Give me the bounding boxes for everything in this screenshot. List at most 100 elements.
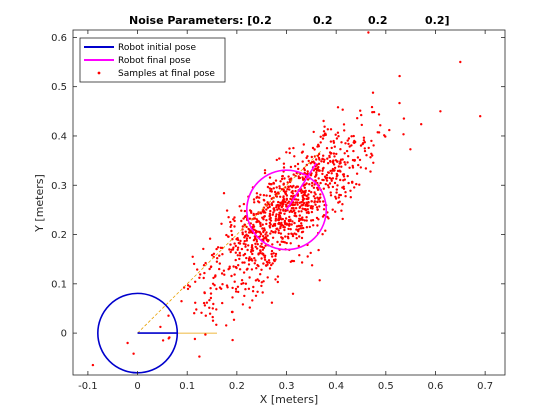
sample-point [245,239,248,242]
sample-point [319,196,322,199]
sample-point [276,280,279,284]
sample-point [289,197,292,201]
sample-point [316,188,320,191]
sample-point [296,162,300,166]
sample-point [288,188,291,191]
sample-point [358,158,362,162]
title-part-2: 0.2 [313,14,333,27]
sample-point [301,196,305,199]
sample-point [283,241,286,244]
sample-point [248,276,251,279]
sample-point [358,183,361,186]
sample-point [315,206,319,209]
sample-point [284,235,287,238]
sample-point [339,160,342,163]
sample-point [161,339,165,342]
sample-point [329,194,333,197]
sample-point [279,201,282,204]
sample-point [300,224,303,227]
sample-point [312,169,316,172]
sample-point [346,139,349,142]
sample-point [284,217,288,220]
sample-point [350,144,353,147]
sample-point [439,110,442,113]
sample-point [230,229,233,233]
sample-point [225,284,229,287]
x-tick-label: 0.5 [378,381,394,392]
sample-point [335,152,338,156]
sample-point [291,233,294,236]
sample-point [274,278,277,281]
sample-point [257,264,260,268]
sample-point [311,219,315,222]
sample-point [239,239,242,243]
sample-point [315,169,319,172]
sample-point [295,185,299,188]
sample-point [280,205,283,209]
sample-point [354,140,357,144]
sample-point [225,233,228,237]
legend-label-samples: Samples at final pose [118,69,215,79]
sample-point [271,255,274,258]
sample-point [328,176,331,180]
sample-point [228,265,231,268]
sample-point [296,203,299,206]
sample-point [269,216,272,220]
sample-point [353,158,356,162]
sample-point [250,246,254,249]
sample-point [287,185,290,189]
sample-point [268,194,272,198]
sample-point [244,230,247,233]
sample-point [274,179,278,182]
sample-point [287,227,290,231]
sample-point [302,201,306,205]
sample-point [295,225,299,228]
sample-point [348,166,351,169]
sample-point [305,201,308,204]
sample-point [324,176,327,179]
sample-point [260,284,263,288]
sample-point [268,205,271,209]
x-tick-label: 0.6 [428,381,444,392]
sample-point [278,187,281,190]
sample-point [242,282,245,285]
sample-point [264,264,268,267]
sample-point [270,249,274,253]
sample-point [268,224,271,228]
sample-point [279,204,282,207]
sample-point [240,279,244,282]
sample-point [265,231,268,234]
sample-point [347,142,350,146]
sample-point [198,276,201,279]
sample-point [310,191,313,194]
sample-point [204,261,207,265]
sample-point [257,279,261,282]
sample-point [210,253,214,257]
sample-point [198,355,201,358]
sample-point [311,181,314,185]
sample-point [275,213,278,216]
sample-point [272,258,276,262]
sample-point [212,252,216,255]
sample-point [313,201,316,204]
sample-point [321,169,324,172]
sample-point [282,166,286,169]
sample-point [398,74,401,78]
x-tick-label: 0 [134,381,140,392]
sample-point [304,209,308,212]
sample-point [260,268,263,271]
sample-point [265,194,268,197]
sample-point [262,262,265,265]
sample-point [270,301,274,304]
sample-point [220,222,223,225]
sample-point [347,155,350,158]
sample-point [247,244,250,247]
sample-point [243,240,246,243]
sample-point [309,251,312,255]
sample-point [343,152,346,155]
sample-point [263,256,266,259]
sample-point [342,123,346,126]
sample-point [329,191,332,194]
sample-point [243,261,246,264]
